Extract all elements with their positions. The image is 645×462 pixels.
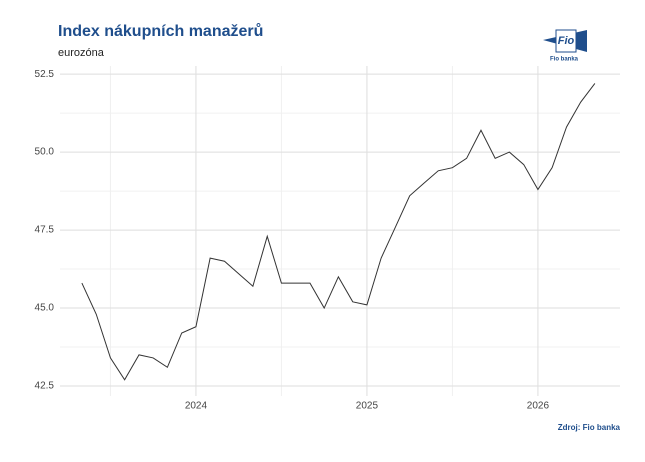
chart-title: Index nákupních manažerů [58,23,263,40]
data-line [81,83,596,381]
logo-caption: Fio banka [550,57,579,63]
x-tick-label: 2025 [356,401,379,412]
logo-box [555,29,577,53]
y-tick-label: 45.0 [35,303,55,314]
logo: Fio Fio banka [543,29,587,63]
source: Zdroj: Fio banka [558,423,621,432]
x-tick-label: 2024 [185,401,208,412]
logo-text: Fio [558,35,575,47]
y-tick-label: 47.5 [35,225,55,236]
chart-subtitle: eurozóna [58,47,105,59]
y-tick-label: 42.5 [35,381,55,392]
y-tick-label: 52.5 [35,69,55,80]
x-tick-label: 2026 [527,401,550,412]
y-tick-label: 50.0 [35,147,55,158]
